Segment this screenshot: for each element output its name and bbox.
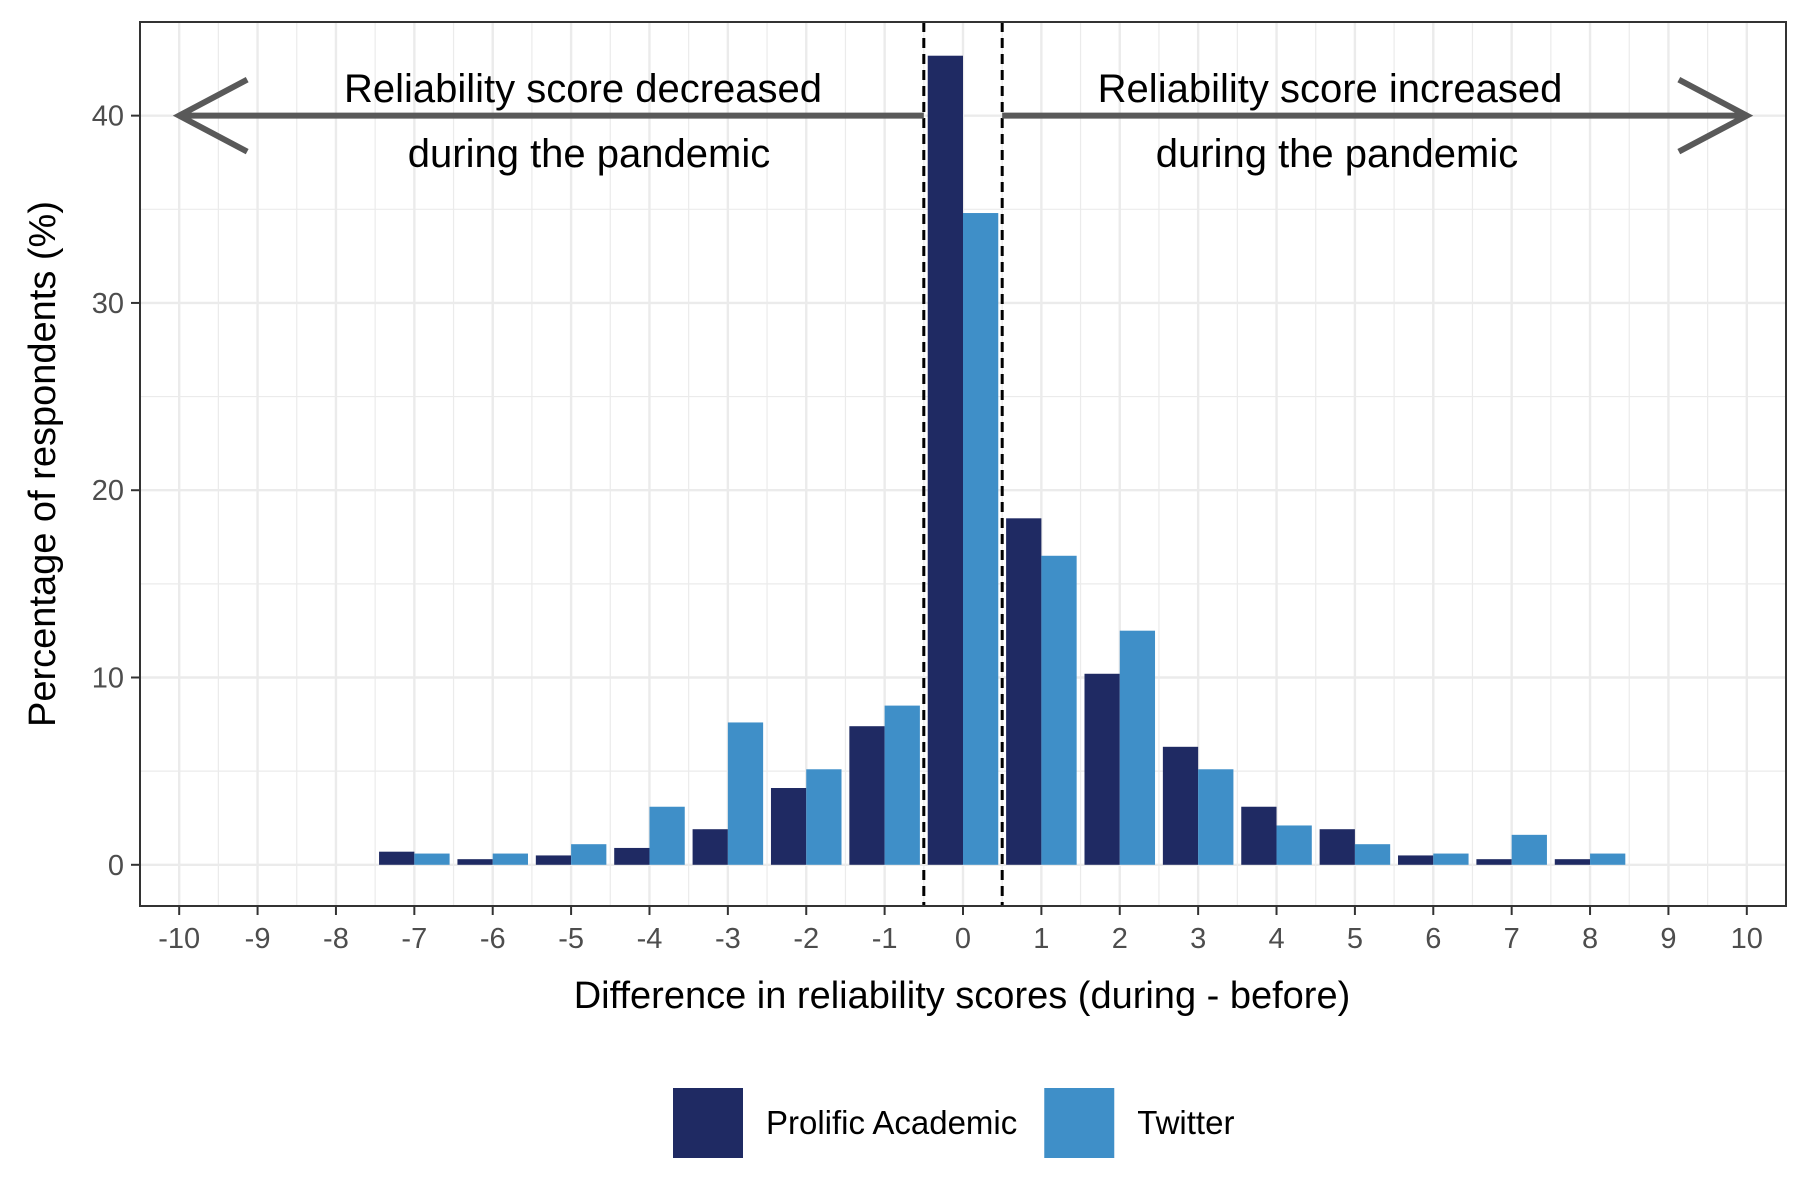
annotation-arrow-left [172, 76, 924, 155]
legend-label-prolific-academic: Prolific Academic [766, 1104, 1017, 1141]
bars [379, 55, 1626, 865]
x-tick-label: 7 [1504, 923, 1520, 955]
bar-twitter [1119, 630, 1156, 865]
y-axis: 0 10 20 30 40 [92, 101, 140, 882]
bar-prolific-academic [457, 859, 493, 865]
x-tick-label: 9 [1660, 923, 1676, 955]
x-tick-label: -2 [793, 923, 819, 955]
x-axis-title: Difference in reliability scores (during… [574, 975, 1351, 1017]
bar-prolific-academic [535, 855, 572, 865]
annotation-left-line-1: Reliability score decreased [344, 67, 822, 111]
bar-prolific-academic [1162, 746, 1199, 865]
reference-lines [922, 22, 1004, 906]
x-tick-label: 4 [1268, 923, 1284, 955]
x-tick-label: -8 [323, 923, 349, 955]
bar-prolific-academic [614, 847, 650, 865]
x-tick-label: 0 [955, 923, 971, 955]
bar-twitter [1041, 555, 1077, 865]
x-axis: -10 -9 -8 -7 -6 -5 -4 -3 -2 -1 0 1 2 3 4 5 6 7 8 9 10 [158, 906, 1763, 955]
bar-twitter [1276, 825, 1312, 865]
annotation-left-line-2: during the pandemic [408, 132, 770, 176]
x-tick-label: -3 [715, 923, 741, 955]
y-tick-label: 20 [92, 475, 124, 507]
bar-twitter [727, 722, 764, 865]
x-tick-label: 5 [1347, 923, 1363, 955]
bar-prolific-academic [927, 55, 963, 865]
bar-prolific-academic [1241, 806, 1277, 865]
legend-label-twitter: Twitter [1137, 1104, 1234, 1141]
bar-twitter [1198, 769, 1234, 865]
bar-prolific-academic [1554, 859, 1591, 865]
annotation-arrow-right [1002, 76, 1754, 155]
annotation-right-line-1: Reliability score increased [1098, 67, 1563, 111]
x-tick-label: -1 [872, 923, 898, 955]
bar-prolific-academic [1084, 673, 1120, 865]
bar-prolific-academic [379, 851, 415, 865]
legend: Prolific Academic Twitter [673, 1088, 1234, 1158]
x-tick-label: 2 [1112, 923, 1128, 955]
x-tick-label: 8 [1582, 923, 1598, 955]
bar-twitter [571, 844, 607, 865]
x-tick-label: 10 [1731, 923, 1763, 955]
x-tick-label: -4 [637, 923, 663, 955]
bar-twitter [806, 769, 842, 865]
bar-twitter [1354, 844, 1391, 865]
x-tick-label: -6 [480, 923, 506, 955]
bar-prolific-academic [1398, 855, 1434, 865]
bar-prolific-academic [692, 829, 728, 865]
y-tick-label: 40 [92, 101, 124, 133]
legend-swatch-prolific-academic [673, 1088, 743, 1158]
bar-prolific-academic [1006, 518, 1042, 865]
bar-twitter [1590, 853, 1626, 865]
y-tick-label: 10 [92, 663, 124, 695]
x-tick-label: -5 [558, 923, 584, 955]
bar-twitter [492, 853, 528, 865]
bar-twitter [649, 806, 685, 865]
x-tick-label: 1 [1033, 923, 1049, 955]
y-tick-label: 0 [108, 850, 124, 882]
y-axis-title: Percentage of respondents (%) [22, 201, 64, 727]
bar-twitter [1433, 853, 1469, 865]
bar-twitter [1511, 834, 1547, 865]
x-tick-label: 3 [1190, 923, 1206, 955]
annotations: Reliability score decreased during the p… [172, 67, 1754, 176]
bar-prolific-academic [849, 726, 885, 865]
legend-swatch-twitter [1044, 1088, 1115, 1158]
x-tick-label: -9 [245, 923, 271, 955]
bar-twitter [884, 705, 920, 865]
bar-prolific-academic [1476, 859, 1512, 865]
bar-prolific-academic [1319, 829, 1355, 865]
annotation-right-line-2: during the pandemic [1156, 132, 1518, 176]
bar-twitter [414, 853, 450, 865]
bar-prolific-academic [770, 788, 807, 865]
x-tick-label: -7 [401, 923, 427, 955]
y-tick-label: 30 [92, 288, 124, 320]
x-tick-label: -10 [158, 923, 200, 955]
bar-twitter [963, 213, 999, 865]
x-tick-label: 6 [1425, 923, 1441, 955]
